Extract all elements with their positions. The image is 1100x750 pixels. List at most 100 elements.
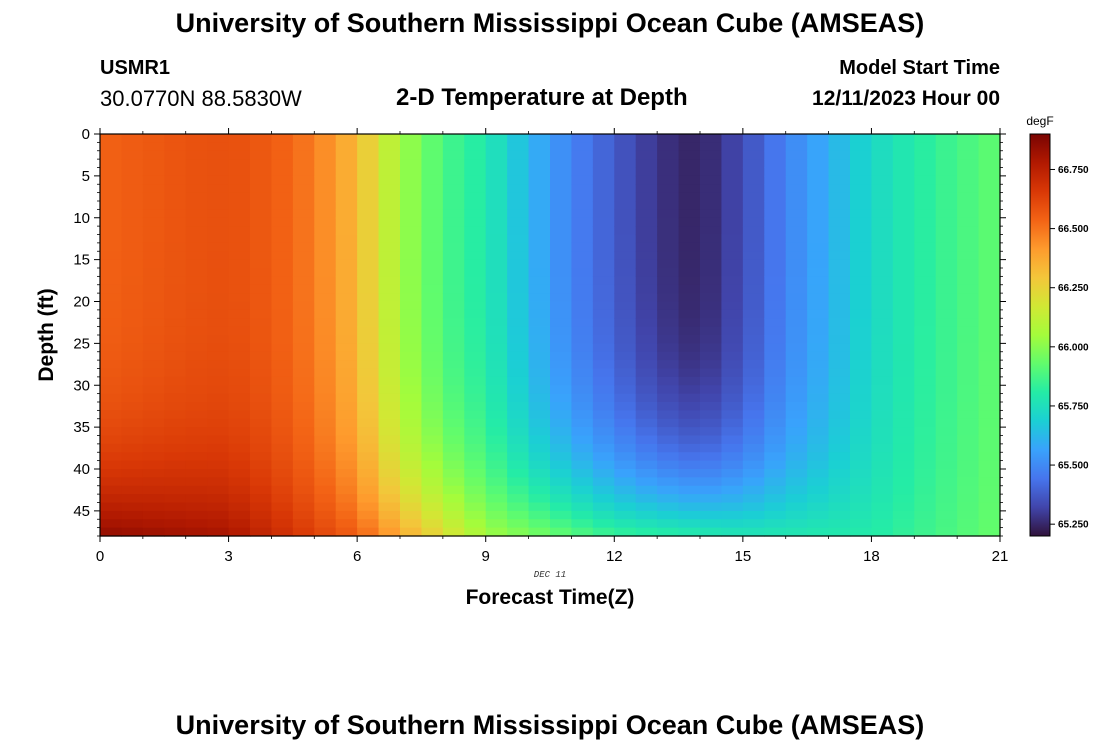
heatmap-cell — [700, 469, 723, 478]
heatmap-cell — [507, 477, 530, 487]
heatmap-cell — [678, 410, 701, 420]
heatmap-cell — [871, 192, 894, 202]
heatmap-cell — [378, 402, 401, 411]
heatmap-cell — [807, 276, 830, 286]
heatmap-cell — [121, 284, 144, 294]
heatmap-cell — [528, 217, 551, 227]
heatmap-cell — [785, 242, 808, 252]
heatmap-cell — [657, 418, 680, 428]
heatmap-cell — [464, 226, 487, 236]
heatmap-cell — [442, 259, 465, 269]
heatmap-cell — [142, 159, 165, 169]
heatmap-cell — [400, 510, 423, 520]
heatmap-cell — [914, 519, 937, 529]
heatmap-cell — [185, 326, 208, 336]
heatmap-cell — [871, 427, 894, 437]
heatmap-cell — [892, 184, 915, 194]
heatmap-cell — [400, 326, 423, 336]
heatmap-cell — [250, 368, 273, 378]
heatmap-cell — [807, 519, 830, 529]
heatmap-cell — [785, 259, 808, 269]
x-tick-label: 12 — [606, 548, 623, 565]
heatmap-cell — [314, 167, 337, 177]
heatmap-cell — [850, 242, 873, 252]
heatmap-cell — [314, 385, 337, 395]
heatmap-cell — [721, 318, 744, 328]
heatmap-cell — [721, 134, 744, 143]
heatmap-cell — [614, 485, 637, 495]
heatmap-cell — [678, 167, 701, 177]
heatmap-cell — [228, 167, 251, 177]
heatmap-cell — [592, 502, 615, 512]
heatmap-cell — [485, 376, 508, 386]
heatmap-cell — [935, 175, 958, 185]
heatmap-cell — [935, 385, 958, 395]
heatmap-cell — [807, 159, 830, 169]
heatmap-cell — [914, 485, 937, 495]
heatmap-cell — [807, 376, 830, 386]
heatmap-cell — [614, 159, 637, 169]
heatmap-cell — [764, 469, 787, 478]
heatmap-cell — [485, 494, 508, 504]
heatmap-cell — [228, 268, 251, 277]
heatmap-cell — [121, 251, 144, 261]
heatmap-cell — [271, 167, 294, 177]
heatmap-cell — [978, 502, 1001, 512]
heatmap-cell — [828, 326, 851, 336]
heatmap-cell — [121, 368, 144, 378]
heatmap-cell — [657, 167, 680, 177]
heatmap-cell — [592, 201, 615, 210]
heatmap-cell — [507, 502, 530, 512]
heatmap-cell — [485, 527, 508, 537]
heatmap-cell — [485, 335, 508, 344]
heatmap-cell — [614, 460, 637, 470]
heatmap-cell — [657, 259, 680, 269]
heatmap-cell — [871, 335, 894, 344]
heatmap-cell — [700, 402, 723, 411]
heatmap-cell — [764, 150, 787, 160]
heatmap-cell — [164, 284, 187, 294]
heatmap-cell — [100, 494, 123, 504]
heatmap-cell — [914, 494, 937, 504]
heatmap-cell — [892, 443, 915, 453]
heatmap-cell — [400, 477, 423, 487]
heatmap-cell — [828, 527, 851, 537]
heatmap-cell — [442, 167, 465, 177]
heatmap-cell — [357, 209, 380, 219]
heatmap-cell — [442, 217, 465, 227]
heatmap-cell — [400, 335, 423, 344]
heatmap-cell — [228, 301, 251, 311]
heatmap-cell — [485, 251, 508, 261]
heatmap-cell — [464, 393, 487, 403]
heatmap-cell — [121, 142, 144, 152]
heatmap-cell — [485, 351, 508, 361]
heatmap-cell — [678, 234, 701, 244]
heatmap-cell — [871, 393, 894, 403]
heatmap-cell — [357, 226, 380, 236]
heatmap-cell — [957, 502, 980, 512]
heatmap-cell — [700, 443, 723, 453]
heatmap-cell — [400, 226, 423, 236]
heatmap-cell — [700, 184, 723, 194]
heatmap-cell — [592, 217, 615, 227]
heatmap-cell — [271, 142, 294, 152]
heatmap-cell — [400, 385, 423, 395]
heatmap-cell — [550, 335, 573, 344]
heatmap-cell — [571, 184, 594, 194]
heatmap-cell — [314, 326, 337, 336]
heatmap-cell — [100, 142, 123, 152]
heatmap-cell — [764, 175, 787, 185]
heatmap-cell — [378, 376, 401, 386]
heatmap-cell — [828, 251, 851, 261]
heatmap-cell — [978, 485, 1001, 495]
x-tick-label: 18 — [863, 548, 880, 565]
heatmap-cell — [571, 477, 594, 487]
heatmap-cell — [228, 519, 251, 529]
heatmap-cell — [228, 427, 251, 437]
heatmap-cell — [357, 410, 380, 420]
heatmap-cell — [635, 460, 658, 470]
heatmap-cell — [828, 485, 851, 495]
heatmap-cell — [207, 318, 230, 328]
heatmap-cell — [185, 527, 208, 537]
heatmap-cell — [271, 477, 294, 487]
